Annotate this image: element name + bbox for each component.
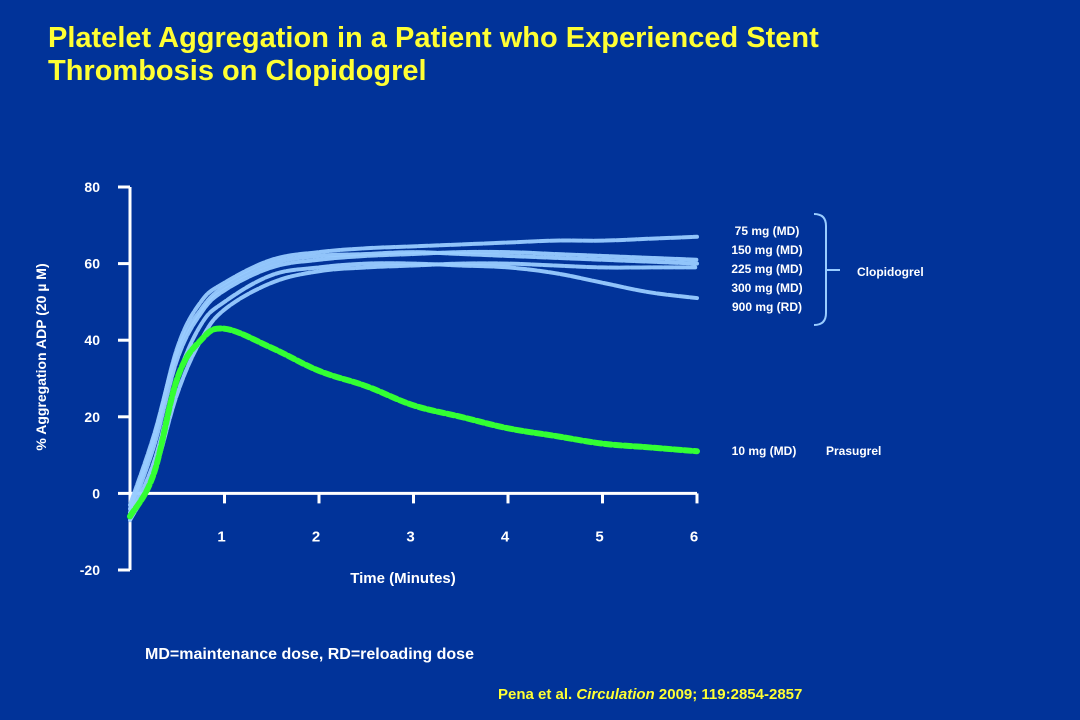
y-tick-label: 60: [84, 256, 100, 272]
series-label: 75 mg (MD): [735, 224, 800, 238]
series-label: 900 mg (RD): [732, 300, 802, 314]
series-line-clopidogrel-4: [128, 261, 699, 519]
y-axis-label: % Aggregation ADP (20 µ M): [33, 263, 49, 450]
x-tick-label: 3: [406, 528, 414, 545]
chart-series: [127, 234, 700, 523]
series-label: 300 mg (MD): [731, 281, 802, 295]
abbreviation-footnote: MD=maintenance dose, RD=reloading dose: [145, 646, 474, 663]
y-tick-label: 0: [92, 485, 100, 501]
series-line-prasugrel: [127, 325, 700, 520]
x-tick-label: 6: [690, 528, 698, 545]
slide-title: Platelet Aggregation in a Patient who Ex…: [48, 22, 819, 88]
y-tick-label: -20: [80, 562, 100, 578]
citation-journal: Circulation: [576, 686, 655, 703]
clopidogrel-bracket: [813, 213, 827, 326]
series-line-clopidogrel-3: [128, 250, 699, 507]
series-line-clopidogrel-5: [128, 261, 699, 523]
x-axis-label: Time (Minutes): [350, 570, 456, 587]
series-label: 10 mg (MD): [732, 444, 797, 458]
citation-authors: Pena et al.: [498, 686, 577, 703]
y-tick-label: 20: [84, 409, 100, 425]
x-tick-label: 2: [312, 528, 320, 545]
group-label-prasugrel: Prasugrel: [826, 444, 881, 458]
y-tick-label: 80: [84, 179, 100, 195]
citation-details: 2009; 119:2854-2857: [654, 686, 803, 703]
slide-title-line-2: Thrombosis on Clopidogrel: [48, 55, 427, 87]
series-line-clopidogrel-1: [128, 234, 699, 511]
citation: Pena et al. Circulation 2009; 119:2854-2…: [498, 686, 802, 703]
chart-axes: 80 60 40 20 0 -20 1 2 3 4 5 6 Time (Minutes) % Aggreg…: [33, 179, 699, 587]
group-label-clopidogrel: Clopidogrel: [857, 265, 924, 279]
y-tick-label: 40: [84, 332, 100, 348]
series-label: 225 mg (MD): [731, 262, 802, 276]
x-tick-label: 4: [501, 528, 510, 545]
x-tick-label: 1: [217, 528, 225, 545]
slide-title-line-1: Platelet Aggregation in a Patient who Ex…: [48, 22, 819, 54]
x-tick-label: 5: [595, 528, 603, 545]
series-label: 150 mg (MD): [731, 243, 802, 257]
chart-legend: 75 mg (MD) 150 mg (MD) 225 mg (MD) 300 mg (…: [731, 213, 924, 458]
